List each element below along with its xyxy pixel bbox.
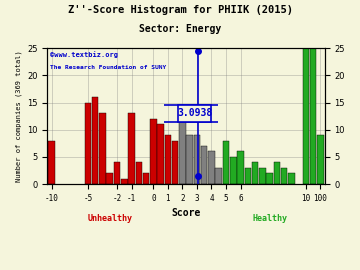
Bar bbox=[223, 141, 229, 184]
Bar bbox=[165, 135, 171, 184]
Bar bbox=[150, 119, 157, 184]
Bar bbox=[274, 162, 280, 184]
Bar bbox=[114, 162, 120, 184]
Bar bbox=[92, 97, 99, 184]
Bar bbox=[252, 162, 258, 184]
Text: Unhealthy: Unhealthy bbox=[87, 214, 132, 223]
Bar bbox=[230, 157, 237, 184]
Bar bbox=[107, 173, 113, 184]
Bar bbox=[215, 168, 222, 184]
X-axis label: Score: Score bbox=[171, 208, 201, 218]
Bar bbox=[157, 124, 164, 184]
Text: The Research Foundation of SUNY: The Research Foundation of SUNY bbox=[50, 65, 166, 69]
Bar bbox=[244, 168, 251, 184]
Text: 3.0938: 3.0938 bbox=[177, 109, 212, 119]
Bar bbox=[85, 103, 91, 184]
Bar bbox=[317, 135, 324, 184]
Bar bbox=[281, 168, 287, 184]
Bar bbox=[310, 48, 316, 184]
FancyBboxPatch shape bbox=[178, 105, 211, 122]
Bar bbox=[136, 162, 142, 184]
Text: Healthy: Healthy bbox=[252, 214, 287, 223]
Text: ©www.textbiz.org: ©www.textbiz.org bbox=[50, 51, 118, 58]
Bar bbox=[259, 168, 266, 184]
Bar bbox=[208, 151, 215, 184]
Text: Sector: Energy: Sector: Energy bbox=[139, 24, 221, 34]
Bar bbox=[121, 179, 127, 184]
Bar bbox=[143, 173, 149, 184]
Bar bbox=[172, 141, 179, 184]
Bar bbox=[303, 48, 309, 184]
Bar bbox=[237, 151, 244, 184]
Bar bbox=[201, 146, 207, 184]
Bar bbox=[128, 113, 135, 184]
Bar bbox=[194, 135, 200, 184]
Bar bbox=[99, 113, 106, 184]
Bar bbox=[288, 173, 294, 184]
Y-axis label: Number of companies (369 total): Number of companies (369 total) bbox=[15, 50, 22, 182]
Bar bbox=[266, 173, 273, 184]
Bar bbox=[48, 141, 55, 184]
Bar bbox=[186, 135, 193, 184]
Text: Z''-Score Histogram for PHIIK (2015): Z''-Score Histogram for PHIIK (2015) bbox=[68, 5, 292, 15]
Bar bbox=[179, 113, 186, 184]
